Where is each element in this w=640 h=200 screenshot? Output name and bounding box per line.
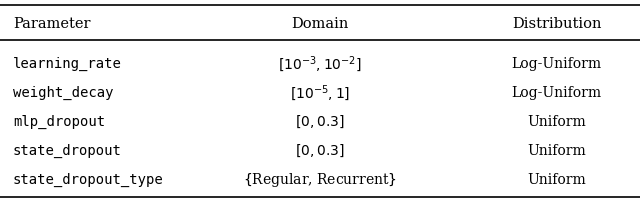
Text: $[10^{-3},10^{-2}]$: $[10^{-3},10^{-2}]$ [278, 54, 362, 74]
Text: $[0,0.3]$: $[0,0.3]$ [295, 143, 345, 159]
Text: Uniform: Uniform [527, 173, 586, 187]
Text: $\{$Regular, Recurrent$\}$: $\{$Regular, Recurrent$\}$ [243, 171, 397, 189]
Text: learning_rate: learning_rate [13, 57, 122, 71]
Text: Log-Uniform: Log-Uniform [512, 57, 602, 71]
Text: Domain: Domain [291, 17, 349, 31]
Text: $[0,0.3]$: $[0,0.3]$ [295, 114, 345, 130]
Text: Uniform: Uniform [527, 115, 586, 129]
Text: Parameter: Parameter [13, 17, 90, 31]
Text: state_dropout: state_dropout [13, 144, 122, 158]
Text: mlp_dropout: mlp_dropout [13, 115, 105, 129]
Text: $[10^{-5},1]$: $[10^{-5},1]$ [290, 83, 350, 103]
Text: Distribution: Distribution [512, 17, 602, 31]
Text: Uniform: Uniform [527, 144, 586, 158]
Text: Log-Uniform: Log-Uniform [512, 86, 602, 100]
Text: weight_decay: weight_decay [13, 86, 113, 100]
Text: state_dropout_type: state_dropout_type [13, 173, 164, 187]
